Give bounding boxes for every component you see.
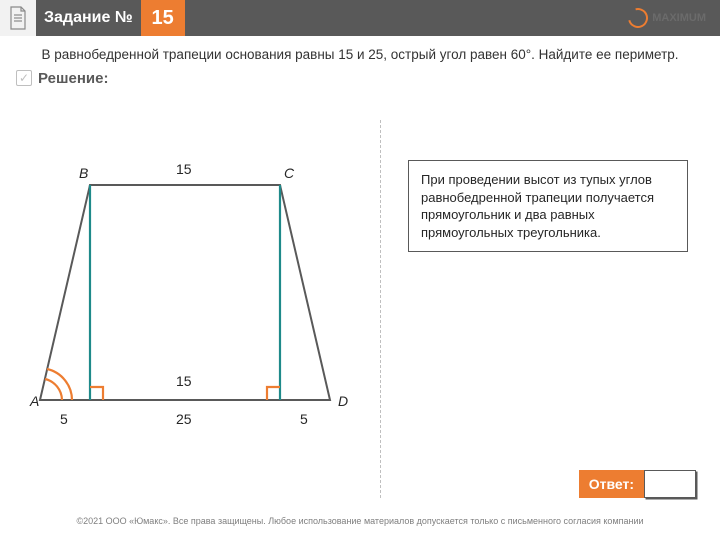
solution-header: ✓ Решение: — [0, 70, 720, 87]
length-mid: 15 — [176, 373, 192, 389]
vertex-b: B — [79, 165, 88, 181]
length-bottom: 25 — [176, 411, 192, 427]
problem-text: В равнобедренной трапеции основания равн… — [0, 36, 720, 68]
task-label: Задание № — [44, 9, 133, 27]
trapezoid-diagram: A B C D 15 15 25 5 5 — [0, 125, 380, 490]
answer-row: Ответ: — [579, 470, 696, 498]
vertex-c: C — [284, 165, 294, 181]
length-seg-right: 5 — [300, 411, 308, 427]
header-bar: Задание № 15 MAXIMUM — [0, 0, 720, 36]
length-seg-left: 5 — [60, 411, 68, 427]
logo-text: MAXIMUM — [652, 12, 706, 24]
explanation-box: При проведении высот из тупых углов равн… — [408, 160, 688, 252]
task-number: 15 — [141, 0, 185, 36]
vertex-a: A — [30, 393, 39, 409]
copyright-footer: ©2021 ООО «Юмакс». Все права защищены. Л… — [0, 516, 720, 526]
vertex-d: D — [338, 393, 348, 409]
answer-input[interactable] — [644, 470, 696, 498]
logo-swirl-icon — [625, 4, 652, 31]
checkbox-icon: ✓ — [16, 70, 32, 86]
answer-label: Ответ: — [579, 470, 644, 498]
document-icon — [0, 0, 36, 36]
brand-logo: MAXIMUM — [628, 8, 706, 28]
solution-label: Решение: — [38, 70, 108, 87]
length-top: 15 — [176, 161, 192, 177]
